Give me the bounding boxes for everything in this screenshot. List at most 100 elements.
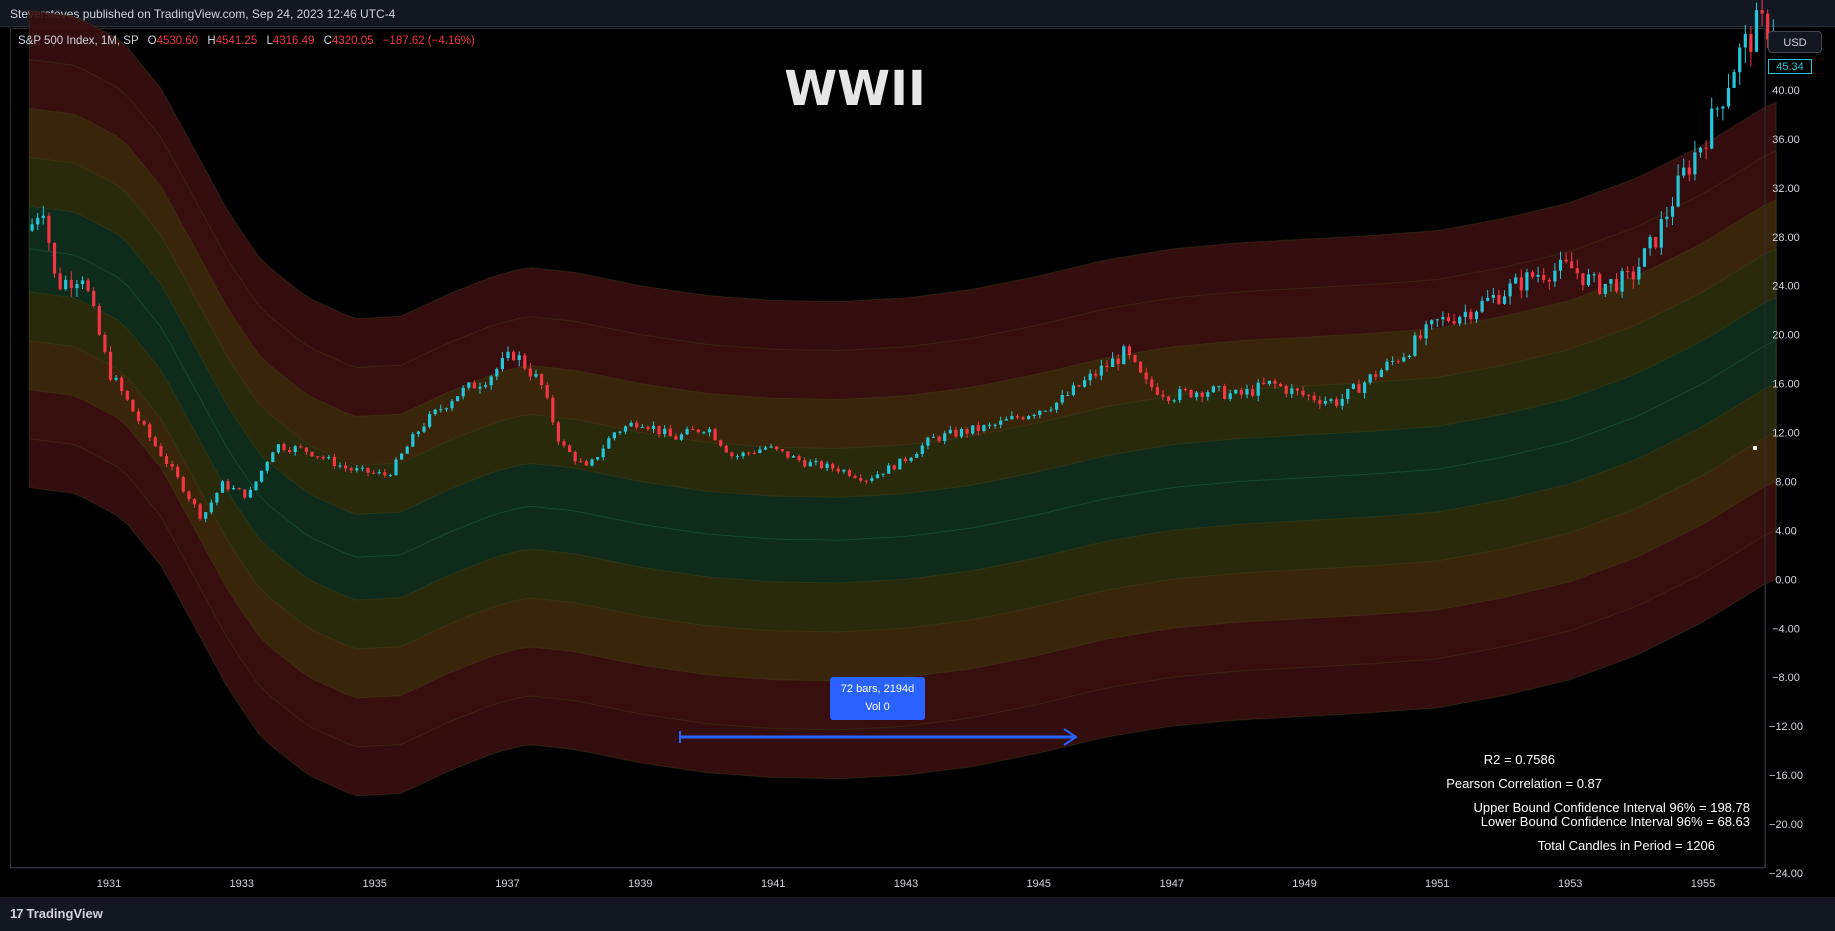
candle-down [1687, 167, 1691, 175]
candle-up [948, 429, 952, 434]
candle-up [870, 478, 874, 481]
candle-up [411, 434, 415, 447]
candle-up [629, 422, 633, 427]
candle-down [164, 456, 169, 464]
candle-up [1385, 361, 1389, 370]
candle-up [1721, 106, 1725, 109]
time-tick-label: 1937 [495, 878, 519, 890]
publish-header: Steversteves published on TradingView.co… [0, 0, 1835, 27]
candle-down [321, 456, 325, 459]
candle-down [131, 399, 135, 412]
candle-up [1206, 392, 1210, 397]
r2-text: R2 = 0.7586 [1483, 752, 1555, 767]
candle-down [892, 465, 896, 470]
candle-down [1200, 392, 1204, 397]
candle-down [1626, 271, 1630, 272]
candle-down [1301, 390, 1305, 396]
candle-up [41, 215, 45, 218]
candle-up [920, 445, 924, 454]
candle-up [1558, 259, 1563, 271]
candle-up [1329, 399, 1333, 401]
candle-down [372, 472, 376, 474]
candle-up [1060, 395, 1064, 403]
candle-up [75, 284, 79, 289]
candle-down [1749, 33, 1753, 52]
candle-down [1133, 355, 1137, 362]
candle-up [461, 387, 465, 397]
candle-up [478, 386, 482, 389]
candle-down [47, 215, 51, 243]
candle-down [1139, 361, 1143, 373]
candle-up [1267, 380, 1271, 384]
candle-down [1614, 279, 1619, 292]
candle-up [1642, 248, 1647, 267]
candle-down [551, 397, 555, 423]
candle-down [1144, 372, 1148, 380]
candle-up [1038, 410, 1042, 415]
candle-up [707, 429, 712, 433]
candle-down [1654, 237, 1658, 248]
candle-up [1391, 360, 1395, 362]
candle-up [1474, 311, 1479, 320]
pearson-text: Pearson Correlation = 0.87 [1446, 776, 1602, 791]
candle-up [1514, 277, 1518, 284]
candle-down [512, 351, 516, 361]
open-value: 4530.60 [156, 35, 199, 47]
price-tick-label: 12.00 [1772, 428, 1800, 440]
candle-down [584, 461, 588, 466]
currency-button[interactable]: USD [1768, 31, 1822, 53]
candle-up [1340, 399, 1344, 406]
price-tick-label: −12.00 [1769, 721, 1803, 733]
candle-down [383, 472, 387, 476]
candle-up [971, 425, 975, 434]
candle-up [623, 426, 628, 432]
candle-up [1715, 108, 1719, 110]
candle-up [1111, 358, 1115, 367]
tradingview-logo[interactable]: 17 TradingView [10, 906, 103, 921]
candle-up [1217, 386, 1221, 388]
candle-down [226, 481, 230, 490]
candle-down [1766, 13, 1770, 40]
candle-up [1010, 416, 1014, 420]
candle-down [332, 457, 336, 467]
candle-up [1726, 87, 1731, 107]
candle-up [735, 456, 740, 458]
candle-down [1564, 259, 1568, 262]
candle-down [937, 436, 941, 441]
measure-arrow[interactable] [679, 728, 1078, 746]
candle-up [1480, 300, 1484, 312]
candle-up [1693, 152, 1697, 175]
measure-volume: Vol 0 [865, 701, 890, 713]
candle-down [780, 449, 784, 452]
candle-up [1620, 271, 1624, 292]
candle-up [254, 481, 258, 490]
upper-bound-text: Upper Bound Confidence Interval 96% = 19… [1473, 800, 1750, 815]
candle-down [786, 451, 790, 458]
candle-up [338, 465, 342, 467]
measure-tooltip: 72 bars, 2194d Vol 0 [830, 677, 925, 720]
candle-down [847, 470, 852, 476]
candle-up [702, 432, 706, 434]
candle-down [965, 429, 969, 434]
candle-down [103, 334, 107, 352]
candle-down [713, 429, 717, 441]
candle-down [58, 273, 62, 290]
candle-up [260, 470, 264, 482]
candle-up [377, 472, 381, 474]
price-tick-label: −4.00 [1772, 623, 1800, 635]
candle-up [220, 481, 225, 493]
candle-down [86, 280, 90, 291]
candle-down [108, 351, 113, 380]
candle-up [271, 452, 275, 463]
candle-up [36, 217, 40, 225]
band-1 [28, 205, 1777, 601]
candle-up [763, 447, 768, 450]
candle-up [1491, 295, 1495, 298]
candle-up [276, 444, 280, 453]
candle-up [915, 454, 919, 458]
candle-down [304, 447, 308, 452]
candle-up [1290, 388, 1294, 394]
candle-down [573, 452, 577, 462]
candle-up [1441, 317, 1445, 320]
